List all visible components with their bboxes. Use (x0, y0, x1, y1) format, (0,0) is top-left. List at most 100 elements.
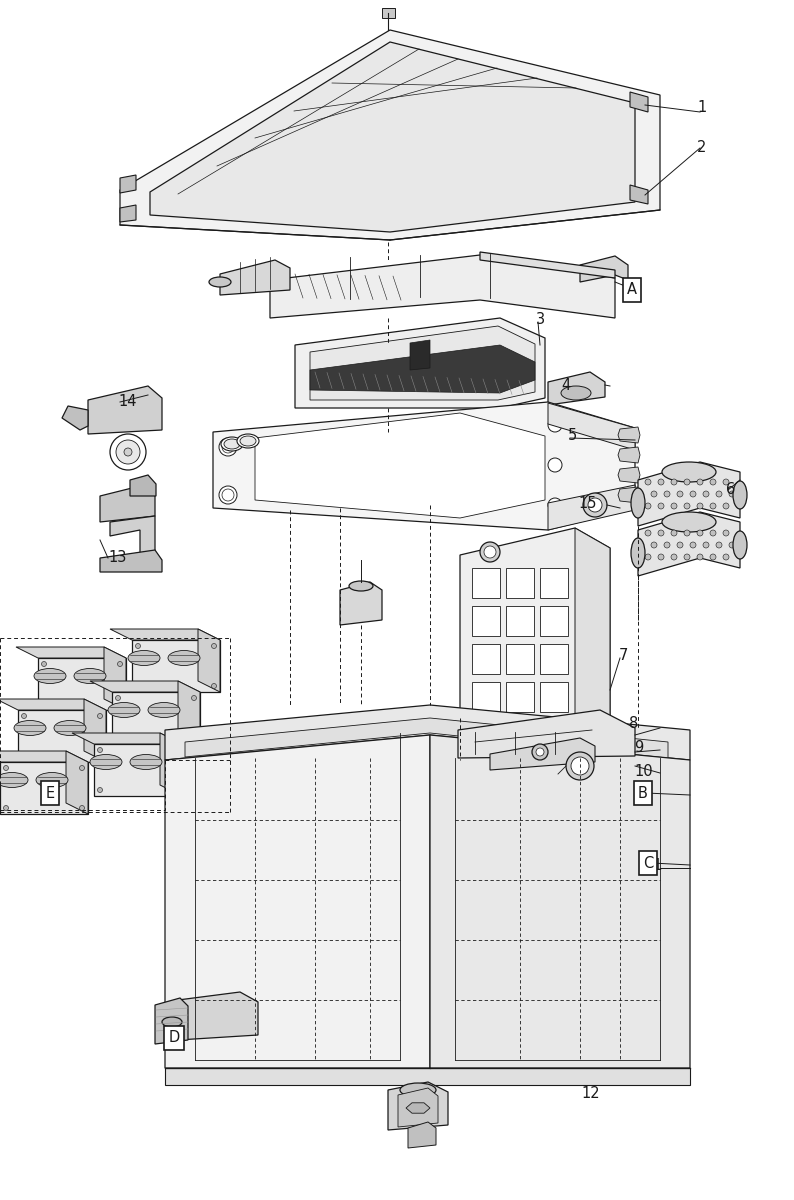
Polygon shape (120, 175, 136, 193)
Text: B: B (638, 786, 648, 800)
Circle shape (79, 766, 84, 770)
Ellipse shape (168, 650, 200, 666)
Polygon shape (90, 680, 200, 692)
Circle shape (136, 684, 141, 689)
Circle shape (716, 491, 722, 497)
Ellipse shape (14, 720, 46, 736)
Circle shape (684, 554, 690, 560)
Circle shape (583, 493, 607, 517)
Circle shape (211, 643, 217, 648)
Circle shape (664, 491, 670, 497)
Ellipse shape (74, 668, 106, 684)
Circle shape (21, 754, 26, 758)
Circle shape (684, 530, 690, 536)
Polygon shape (120, 205, 136, 222)
Circle shape (3, 805, 9, 810)
Circle shape (729, 491, 735, 497)
Circle shape (98, 748, 102, 752)
Polygon shape (580, 256, 628, 282)
Text: E: E (45, 786, 55, 800)
Polygon shape (160, 733, 182, 796)
Polygon shape (472, 568, 500, 598)
Circle shape (588, 498, 602, 512)
Circle shape (658, 530, 664, 536)
Circle shape (118, 661, 122, 666)
Polygon shape (185, 718, 668, 758)
Text: 13: 13 (108, 551, 126, 565)
Polygon shape (178, 992, 258, 1040)
Circle shape (671, 530, 677, 536)
Circle shape (98, 787, 102, 792)
Circle shape (671, 554, 677, 560)
Circle shape (98, 754, 102, 758)
Text: 5: 5 (568, 428, 577, 444)
Polygon shape (88, 386, 162, 434)
Circle shape (723, 554, 729, 560)
Polygon shape (548, 485, 635, 530)
Ellipse shape (34, 668, 66, 684)
Circle shape (118, 702, 122, 707)
Circle shape (651, 542, 657, 548)
Circle shape (115, 736, 121, 740)
Polygon shape (104, 647, 126, 710)
Circle shape (191, 696, 196, 701)
Circle shape (174, 787, 179, 792)
Ellipse shape (631, 538, 645, 568)
Polygon shape (270, 254, 615, 318)
Ellipse shape (128, 650, 160, 666)
Polygon shape (62, 406, 88, 430)
Text: 14: 14 (118, 395, 137, 409)
Circle shape (671, 479, 677, 485)
Text: C: C (643, 856, 653, 870)
Circle shape (110, 434, 146, 470)
Circle shape (664, 542, 670, 548)
Polygon shape (638, 512, 740, 576)
Polygon shape (540, 682, 568, 712)
Ellipse shape (90, 755, 122, 769)
Polygon shape (472, 606, 500, 636)
Polygon shape (472, 682, 500, 712)
Circle shape (219, 438, 237, 456)
Circle shape (690, 542, 696, 548)
Circle shape (723, 530, 729, 536)
Circle shape (697, 554, 703, 560)
Circle shape (211, 684, 217, 689)
Ellipse shape (148, 702, 180, 718)
Circle shape (174, 748, 179, 752)
Circle shape (651, 491, 657, 497)
Polygon shape (132, 640, 220, 692)
Circle shape (41, 702, 47, 707)
Circle shape (566, 752, 594, 780)
Circle shape (191, 736, 196, 740)
Polygon shape (430, 734, 690, 1068)
Ellipse shape (240, 436, 256, 446)
Polygon shape (18, 710, 106, 762)
Polygon shape (548, 403, 635, 450)
Polygon shape (630, 185, 648, 204)
Polygon shape (540, 568, 568, 598)
Polygon shape (120, 30, 660, 240)
Circle shape (658, 503, 664, 509)
Polygon shape (178, 680, 200, 744)
Polygon shape (548, 372, 605, 404)
Text: 15: 15 (578, 497, 596, 511)
Circle shape (536, 748, 544, 756)
Text: 12: 12 (581, 1086, 599, 1100)
Polygon shape (150, 42, 635, 232)
Polygon shape (480, 252, 615, 278)
Circle shape (658, 554, 664, 560)
Text: 4: 4 (561, 378, 570, 392)
Circle shape (548, 458, 562, 472)
Circle shape (116, 440, 140, 464)
Polygon shape (490, 738, 595, 770)
Circle shape (115, 696, 121, 701)
Circle shape (219, 486, 237, 504)
Polygon shape (406, 1103, 430, 1114)
Circle shape (710, 479, 716, 485)
Polygon shape (165, 1068, 690, 1085)
Circle shape (703, 491, 709, 497)
Circle shape (710, 503, 716, 509)
Polygon shape (213, 402, 635, 530)
Polygon shape (255, 413, 545, 518)
Polygon shape (72, 733, 182, 744)
